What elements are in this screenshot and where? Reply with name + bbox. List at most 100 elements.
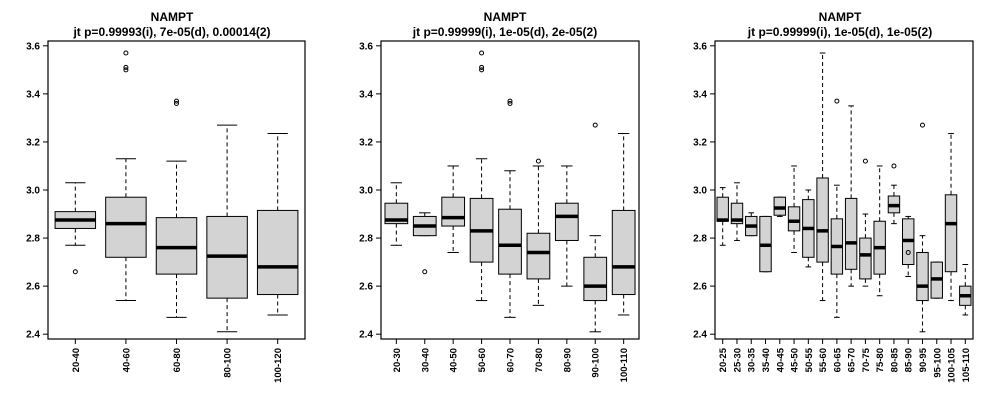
box-group <box>844 105 858 287</box>
box-group <box>916 122 929 333</box>
box-group <box>930 261 943 299</box>
box-group <box>716 187 729 246</box>
outlier-point <box>123 50 129 56</box>
outlier-point <box>479 64 485 70</box>
iqr-box <box>773 196 786 216</box>
x-tick-label: 100-105 <box>947 347 958 383</box>
box-group <box>105 50 147 302</box>
chart-title: NAMPT <box>151 10 194 24</box>
iqr-box <box>105 196 147 258</box>
iqr-box <box>611 209 636 296</box>
box-group <box>759 215 772 273</box>
iqr-box <box>441 196 466 227</box>
outlier-point <box>535 158 541 164</box>
y-tick-label: 2.8 <box>26 234 40 245</box>
y-tick-label: 2.4 <box>359 330 373 341</box>
outlier-point <box>507 100 513 106</box>
box-group <box>611 133 636 316</box>
box-group <box>441 165 466 253</box>
outlier-point <box>507 98 513 104</box>
x-tick-label: 90-100 <box>591 348 602 378</box>
y-tick-label: 3.0 <box>693 186 707 197</box>
x-tick-label: 95-100 <box>932 348 943 378</box>
iqr-box <box>498 208 522 275</box>
box-group <box>959 264 972 316</box>
x-tick-label: 40-60 <box>121 348 132 372</box>
iqr-box <box>859 237 872 280</box>
box-group <box>554 165 579 287</box>
x-tick-label: 30-40 <box>420 348 431 372</box>
box-group <box>859 158 872 287</box>
x-tick-label: 100-120 <box>273 348 284 383</box>
x-tick-label: 40-45 <box>775 347 786 372</box>
outlier-point <box>422 269 428 275</box>
x-tick-label: 35-40 <box>761 348 772 372</box>
x-tick-label: 30-35 <box>747 347 758 372</box>
box-group <box>498 98 522 318</box>
iqr-box <box>256 209 299 296</box>
chart-subtitle: jt p=0.99993(i), 7e-05(d), 0.00014(2) <box>72 25 270 39</box>
y-tick-label: 2.4 <box>693 330 707 341</box>
iqr-box <box>155 217 198 275</box>
box-group <box>54 182 97 275</box>
box-group <box>802 189 815 268</box>
y-tick-label: 3.2 <box>26 137 40 148</box>
outlier-point <box>592 122 598 128</box>
y-tick-label: 3.4 <box>359 89 373 100</box>
x-tick-label: 40-50 <box>449 348 460 372</box>
box-group <box>944 133 958 302</box>
iqr-box <box>730 202 744 225</box>
outlier-point <box>72 269 78 275</box>
x-tick-label: 20-30 <box>392 348 403 372</box>
x-tick-label: 60-70 <box>506 348 517 372</box>
iqr-box <box>844 197 858 270</box>
y-tick-label: 2.8 <box>693 234 707 245</box>
box-group <box>583 122 608 333</box>
outlier-point <box>919 122 925 128</box>
x-tick-label: 25-30 <box>732 348 743 372</box>
chart-title: NAMPT <box>484 10 527 24</box>
x-tick-label: 90-95 <box>918 347 929 372</box>
y-tick-label: 3.0 <box>359 186 373 197</box>
x-tick-label: 100-110 <box>619 348 630 382</box>
x-tick-label: 80-100 <box>223 348 234 378</box>
box-group <box>773 196 786 217</box>
x-tick-label: 65-70 <box>847 348 858 372</box>
iqr-box <box>554 202 579 241</box>
outlier-point <box>174 100 179 106</box>
iqr-box <box>816 177 829 263</box>
y-tick-label: 2.4 <box>26 330 40 341</box>
y-tick-label: 3.6 <box>693 41 707 52</box>
outlier-point <box>123 64 129 70</box>
outlier-point <box>834 98 840 104</box>
x-tick-label: 50-60 <box>477 348 488 372</box>
y-tick-label: 3.0 <box>26 186 40 197</box>
box-group <box>526 158 551 306</box>
box-group <box>384 182 409 246</box>
x-tick-label: 85-90 <box>904 348 915 372</box>
outlier-point <box>174 98 179 104</box>
box-group <box>256 133 299 316</box>
iqr-box <box>916 251 929 302</box>
chart-title: NAMPT <box>819 10 862 24</box>
chart-subtitle: jt p=0.99999(i), 1e-05(d), 1e-05(2) <box>747 25 932 39</box>
y-tick-label: 3.6 <box>359 41 373 52</box>
iqr-box <box>526 232 551 280</box>
x-tick-label: 60-65 <box>832 347 843 372</box>
box-group <box>787 165 801 253</box>
x-tick-label: 80-85 <box>889 347 900 372</box>
y-tick-label: 2.6 <box>359 282 373 293</box>
y-tick-label: 2.8 <box>359 234 373 245</box>
x-tick-label: 70-75 <box>861 347 872 372</box>
y-tick-label: 3.4 <box>26 89 40 100</box>
box-group <box>206 124 248 333</box>
y-tick-label: 3.6 <box>26 41 40 52</box>
box-group <box>873 165 886 297</box>
x-tick-label: 70-80 <box>534 348 545 372</box>
box-group <box>745 212 758 237</box>
y-tick-label: 3.2 <box>359 137 373 148</box>
